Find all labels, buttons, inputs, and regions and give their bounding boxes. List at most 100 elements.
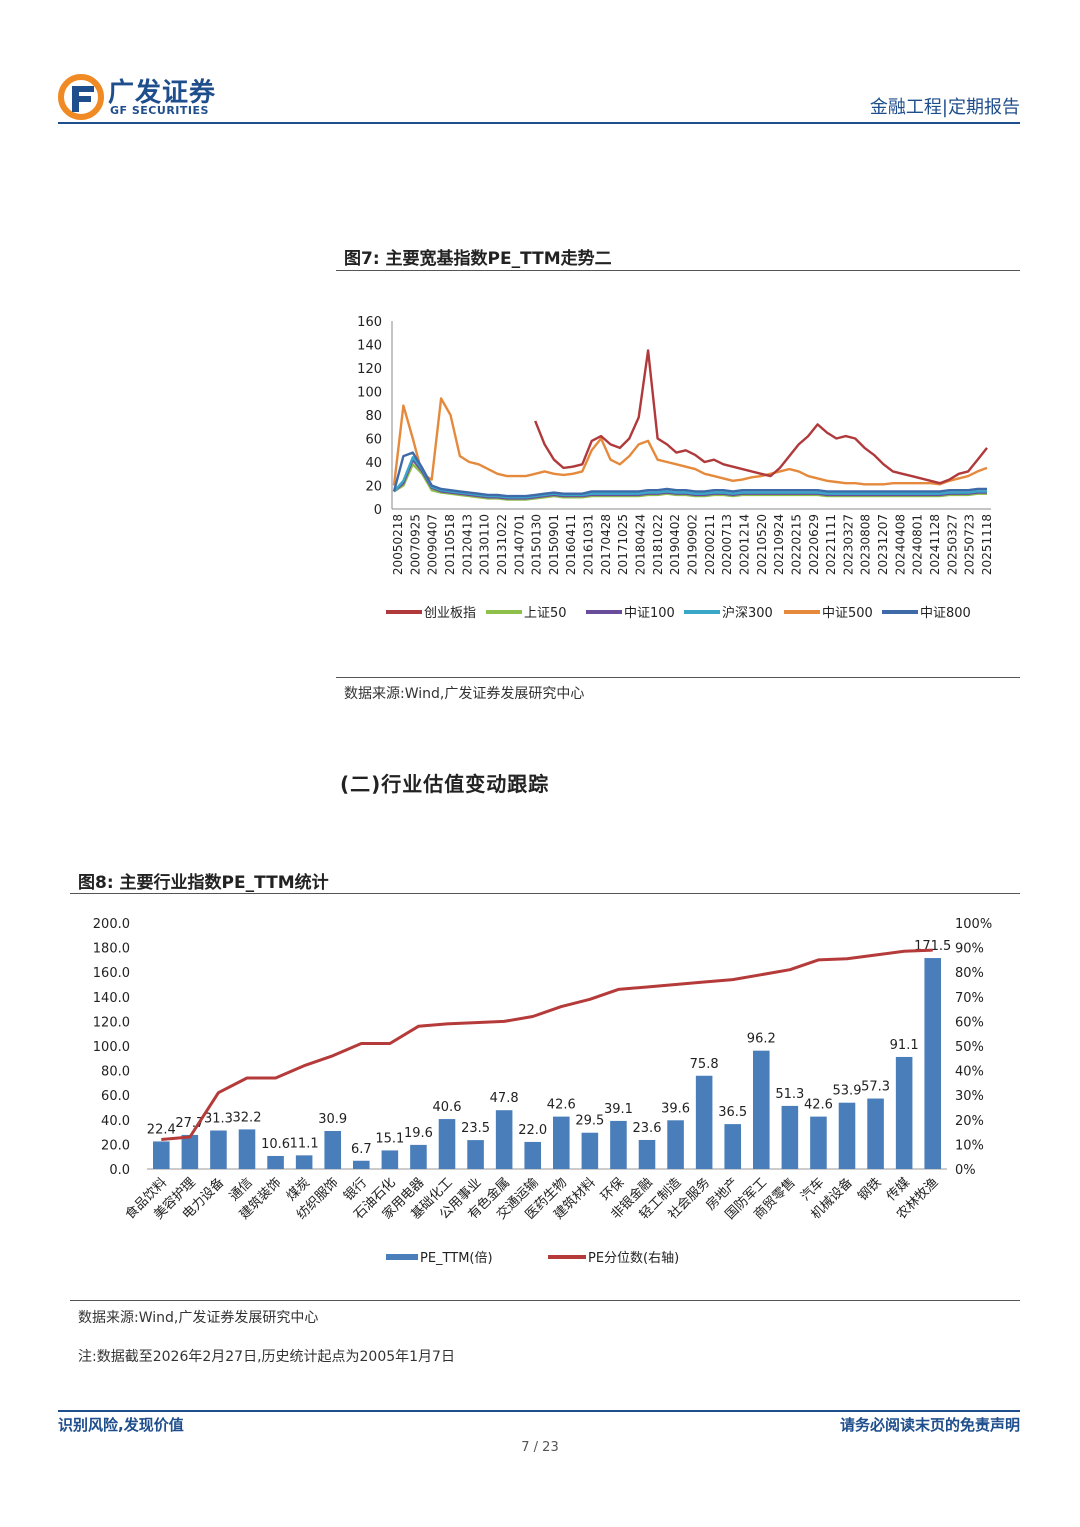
x-tick-label: 20161031 bbox=[582, 514, 596, 575]
y-tick-label: 40.0 bbox=[101, 1114, 130, 1129]
x-tick-label: 20180424 bbox=[634, 514, 648, 575]
x-tick-label: 20231207 bbox=[876, 514, 890, 575]
x-tick-label: 20220629 bbox=[807, 514, 821, 575]
x-tick-label: 20201214 bbox=[737, 514, 751, 575]
y-tick-label: 180.0 bbox=[93, 942, 130, 957]
bar bbox=[467, 1140, 484, 1169]
series-line-4 bbox=[393, 456, 987, 499]
x-tick-label: 20250723 bbox=[963, 514, 977, 575]
bar-data-label: 42.6 bbox=[804, 1098, 833, 1113]
legend-label: 创业板指 bbox=[424, 606, 476, 621]
x-tick-label: 20220215 bbox=[789, 514, 803, 575]
logo-english: GF SECURITIES bbox=[110, 104, 209, 117]
bar bbox=[753, 1050, 770, 1169]
y-tick-label: 20.0 bbox=[101, 1138, 130, 1153]
bar-data-label: 51.3 bbox=[775, 1087, 804, 1102]
y-tick-label: 140 bbox=[357, 339, 382, 354]
bar-data-label: 96.2 bbox=[747, 1032, 776, 1047]
y2-tick-label: 0% bbox=[955, 1163, 976, 1178]
bar bbox=[238, 1129, 256, 1169]
bar bbox=[410, 1144, 427, 1169]
page-number: 7 / 23 bbox=[521, 1440, 559, 1455]
footer-disclaimer: 请务必阅读末页的免责声明 bbox=[839, 1416, 1020, 1434]
x-tick-label: 20230808 bbox=[859, 514, 873, 575]
fig8-top-rule bbox=[70, 893, 1020, 894]
bar-data-label: 30.9 bbox=[318, 1112, 347, 1127]
bar bbox=[267, 1155, 284, 1169]
bar bbox=[181, 1134, 199, 1169]
bar bbox=[895, 1056, 913, 1169]
series-line-1 bbox=[534, 349, 988, 485]
y2-tick-label: 20% bbox=[955, 1114, 984, 1129]
fig7-line-chart: 0 20 40 60 80 100 120 140 160 20050218 20070925 200… bbox=[357, 315, 994, 621]
bar bbox=[381, 1150, 399, 1169]
bar-data-label: 40.6 bbox=[433, 1100, 462, 1115]
y2-tick-label: 60% bbox=[955, 1015, 984, 1030]
y-tick-label: 60 bbox=[365, 433, 382, 448]
bar-data-label: 32.2 bbox=[233, 1110, 262, 1125]
x-tick-label: 20251118 bbox=[980, 514, 994, 575]
bar bbox=[353, 1160, 370, 1169]
fig7-top-rule bbox=[336, 270, 1020, 271]
x-tick-label: 20130110 bbox=[478, 514, 492, 575]
y2-tick-label: 100% bbox=[955, 917, 992, 932]
bar-data-label: 42.6 bbox=[547, 1098, 576, 1113]
bar-data-label: 31.3 bbox=[204, 1112, 233, 1127]
bar-data-label: 6.7 bbox=[351, 1142, 372, 1157]
y-tick-label: 20 bbox=[365, 480, 382, 495]
legend-label: 沪深300 bbox=[722, 605, 773, 621]
legend-label: 中证100 bbox=[624, 606, 675, 621]
bar bbox=[295, 1155, 313, 1169]
bar bbox=[495, 1110, 513, 1169]
x-tick-label: 20070925 bbox=[408, 514, 422, 575]
y2-tick-label: 70% bbox=[955, 991, 984, 1006]
bar-data-label: 23.6 bbox=[633, 1121, 662, 1136]
y2-tick-label: 10% bbox=[955, 1138, 984, 1153]
bar bbox=[524, 1141, 541, 1169]
y-tick-label: 80.0 bbox=[101, 1065, 130, 1080]
x-tick-label: 20221111 bbox=[824, 514, 838, 575]
legend-label: PE分位数(右轴) bbox=[588, 1251, 679, 1266]
y-tick-label: 60.0 bbox=[101, 1089, 130, 1104]
x-tick-label: 20120413 bbox=[460, 514, 474, 575]
section-heading: (二)行业估值变动跟踪 bbox=[340, 772, 550, 796]
series-line-5 bbox=[392, 397, 988, 486]
bar bbox=[210, 1130, 227, 1169]
bar bbox=[867, 1098, 884, 1169]
fig8-bar-line-chart: 0.0 20.0 40.0 60.0 80.0 100.0 120.0 140.0 160.0 1… bbox=[93, 917, 992, 1266]
y-tick-label: 100.0 bbox=[93, 1040, 130, 1055]
bar-data-label: 47.8 bbox=[490, 1091, 519, 1106]
fig8-note: 注:数据截至2026年2月27日,历史统计起点为2005年1月7日 bbox=[78, 1349, 455, 1365]
x-tick-label: 20210520 bbox=[755, 514, 769, 575]
bar bbox=[553, 1116, 570, 1169]
category-label: 钢铁 bbox=[855, 1175, 884, 1204]
x-tick-label: 20181022 bbox=[651, 514, 665, 575]
y-tick-label: 120.0 bbox=[93, 1015, 130, 1030]
bar-data-label: 23.5 bbox=[461, 1121, 490, 1136]
bar-data-label: 57.3 bbox=[861, 1080, 890, 1095]
bar-data-label: 39.6 bbox=[661, 1101, 690, 1116]
x-tick-label: 20200713 bbox=[720, 514, 734, 575]
gf-logo-icon bbox=[58, 74, 104, 120]
y-tick-label: 100 bbox=[357, 386, 382, 401]
bar-data-label: 36.5 bbox=[718, 1105, 747, 1120]
bar-data-label: 15.1 bbox=[375, 1131, 404, 1146]
legend-label: PE_TTM(倍) bbox=[420, 1251, 493, 1266]
y-tick-label: 40 bbox=[365, 456, 382, 471]
bar bbox=[781, 1105, 799, 1169]
x-tick-label: 20210924 bbox=[772, 514, 786, 575]
bar-data-label: 91.1 bbox=[890, 1038, 919, 1053]
y-tick-label: 200.0 bbox=[93, 917, 130, 932]
x-tick-label: 20190902 bbox=[686, 514, 700, 575]
header-rule bbox=[58, 122, 1020, 124]
x-tick-label: 20131022 bbox=[495, 514, 509, 575]
y-tick-label: 0 bbox=[374, 503, 382, 518]
y-tick-label: 160.0 bbox=[93, 966, 130, 981]
bar-data-label: 39.1 bbox=[604, 1102, 633, 1117]
x-tick-label: 20140701 bbox=[512, 514, 526, 575]
bar bbox=[924, 958, 941, 1169]
legend-label: 中证800 bbox=[920, 606, 971, 621]
bar bbox=[638, 1139, 656, 1169]
y-tick-label: 80 bbox=[365, 409, 382, 424]
bar-data-label: 11.1 bbox=[290, 1136, 319, 1151]
